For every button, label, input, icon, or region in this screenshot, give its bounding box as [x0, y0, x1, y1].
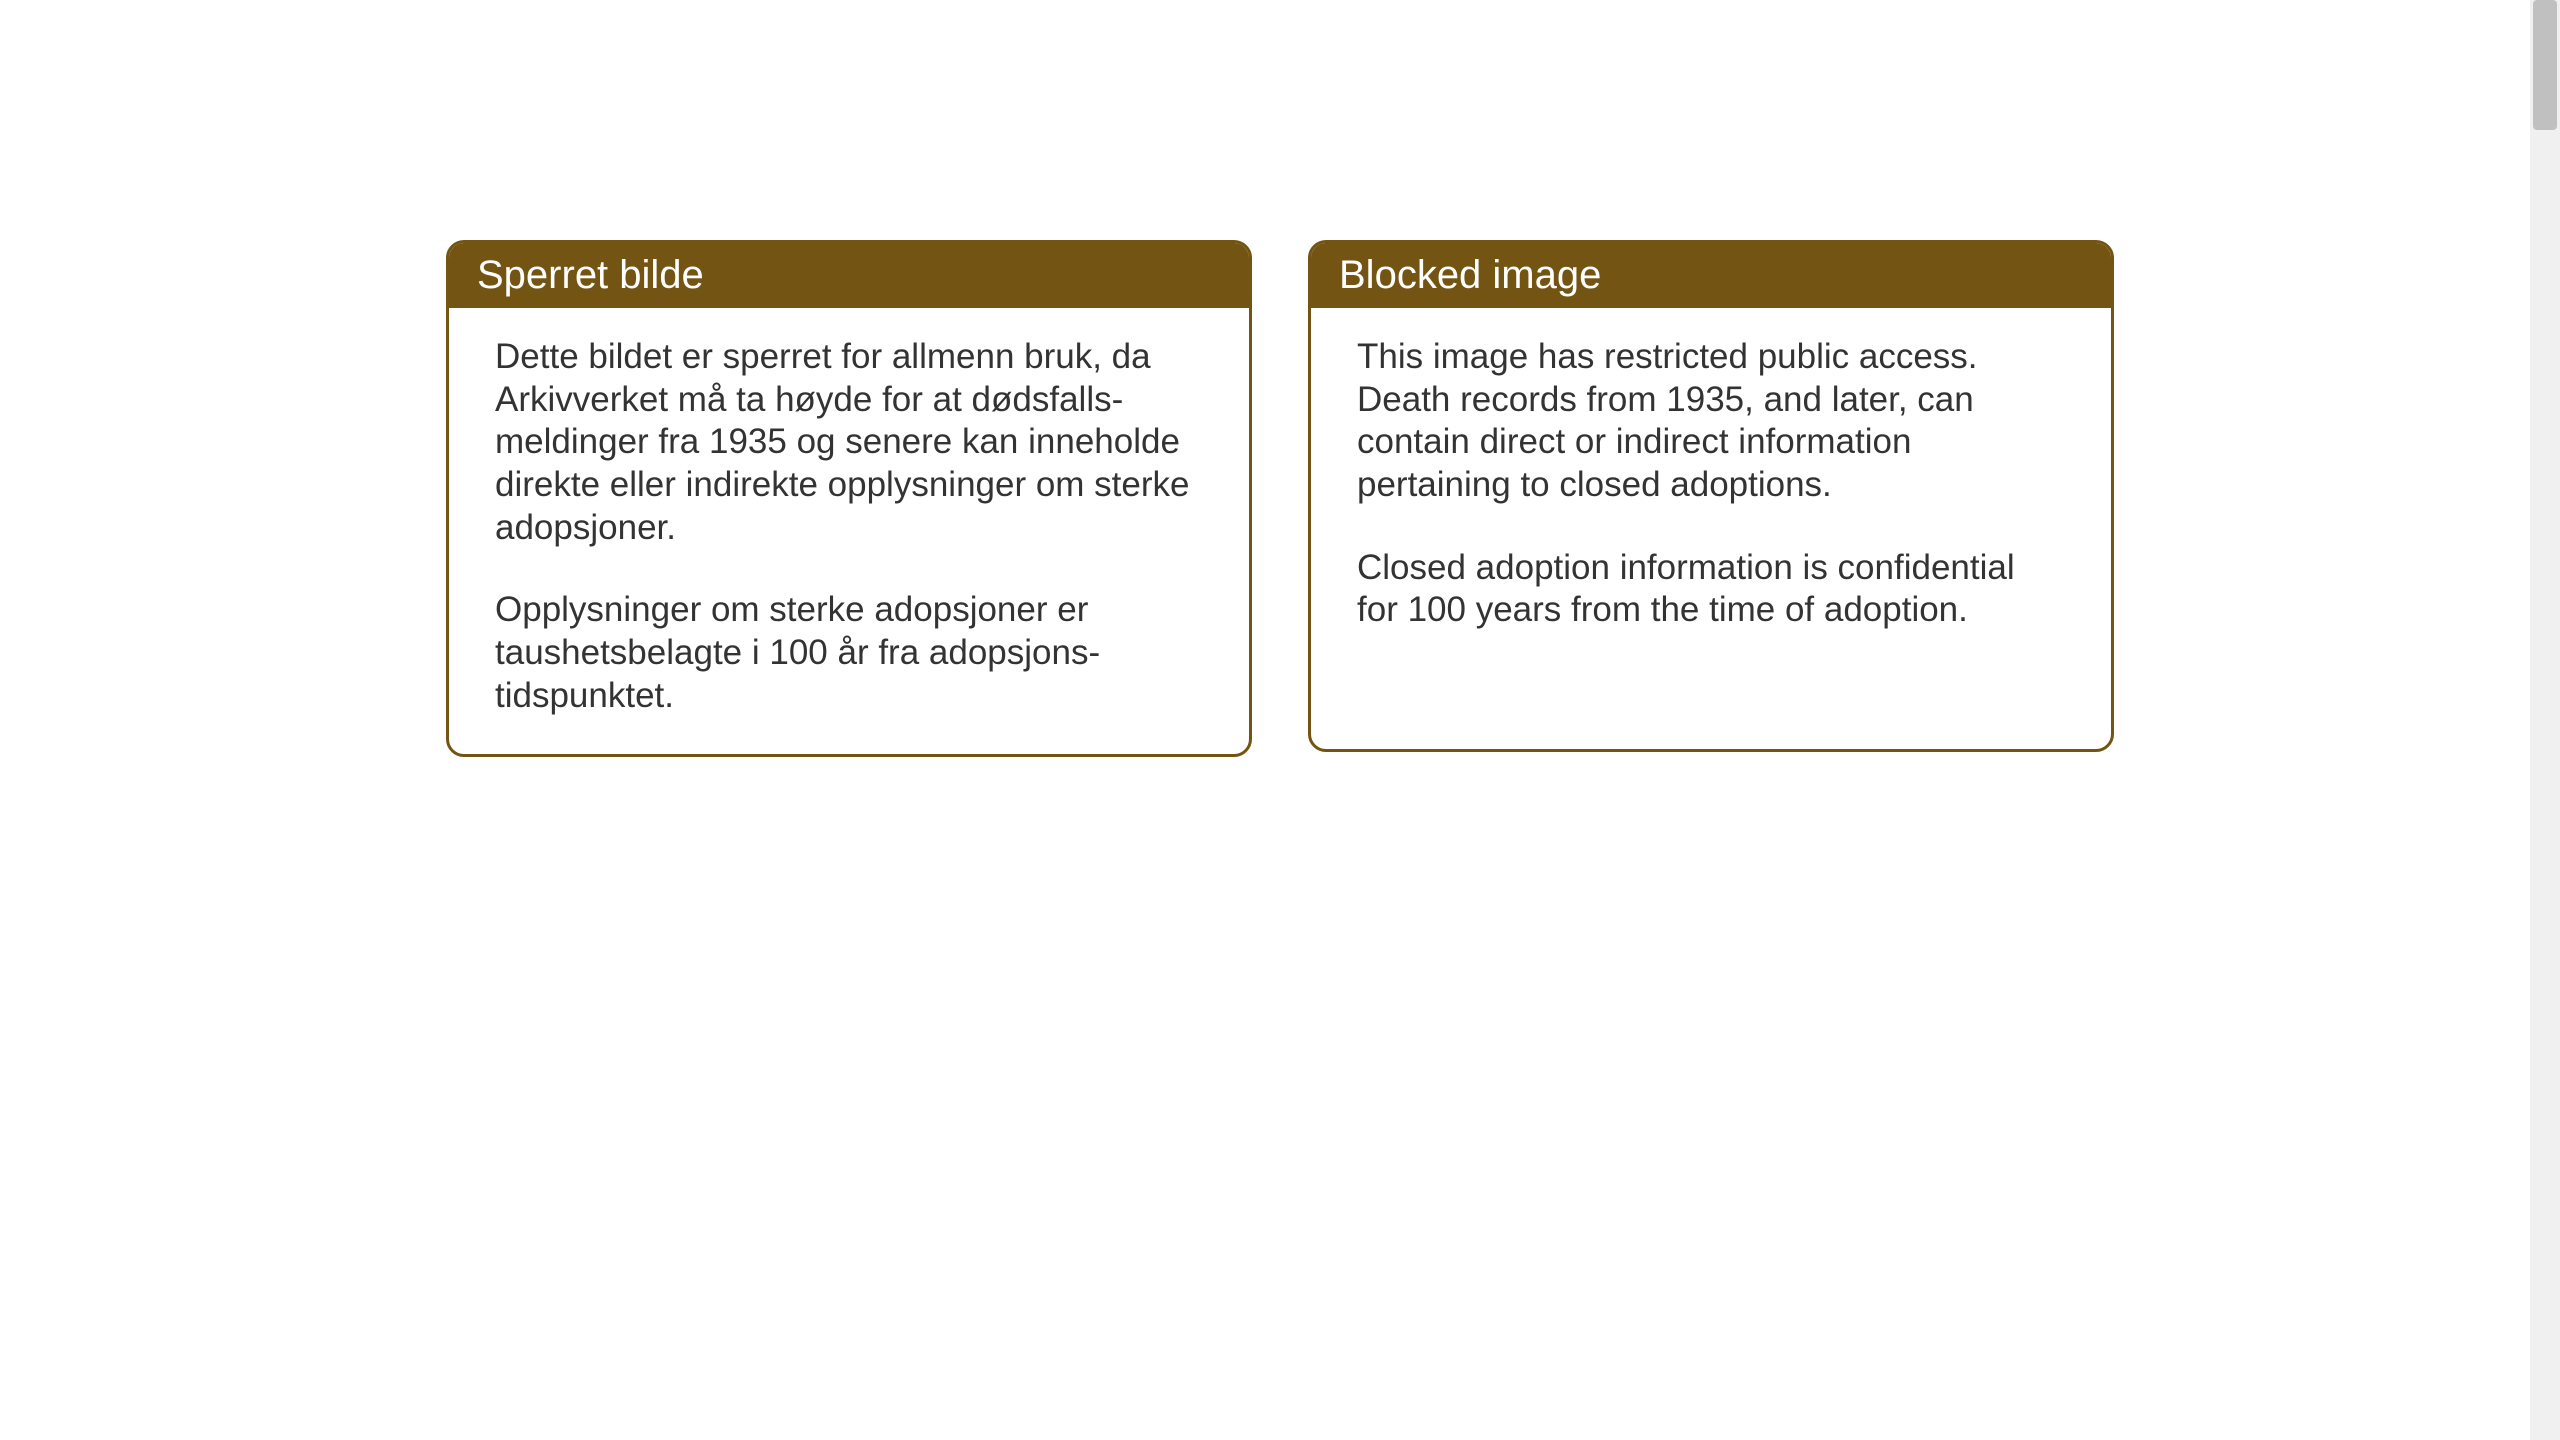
card-body-norwegian: Dette bildet er sperret for allmenn bruk… [449, 308, 1249, 754]
card-title-english: Blocked image [1339, 253, 1601, 297]
card-paragraph2-norwegian: Opplysninger om sterke adopsjoner er tau… [495, 589, 1203, 717]
card-english: Blocked image This image has restricted … [1308, 240, 2114, 752]
scrollbar-track[interactable] [2530, 0, 2560, 1440]
card-header-norwegian: Sperret bilde [449, 243, 1249, 308]
card-norwegian: Sperret bilde Dette bildet er sperret fo… [446, 240, 1252, 757]
card-body-english: This image has restricted public access.… [1311, 308, 2111, 668]
card-paragraph1-english: This image has restricted public access.… [1357, 336, 2065, 507]
card-paragraph2-english: Closed adoption information is confident… [1357, 547, 2065, 632]
card-title-norwegian: Sperret bilde [477, 253, 704, 297]
card-header-english: Blocked image [1311, 243, 2111, 308]
scrollbar-thumb[interactable] [2533, 0, 2557, 130]
card-container: Sperret bilde Dette bildet er sperret fo… [0, 0, 2560, 757]
card-paragraph1-norwegian: Dette bildet er sperret for allmenn bruk… [495, 336, 1203, 549]
